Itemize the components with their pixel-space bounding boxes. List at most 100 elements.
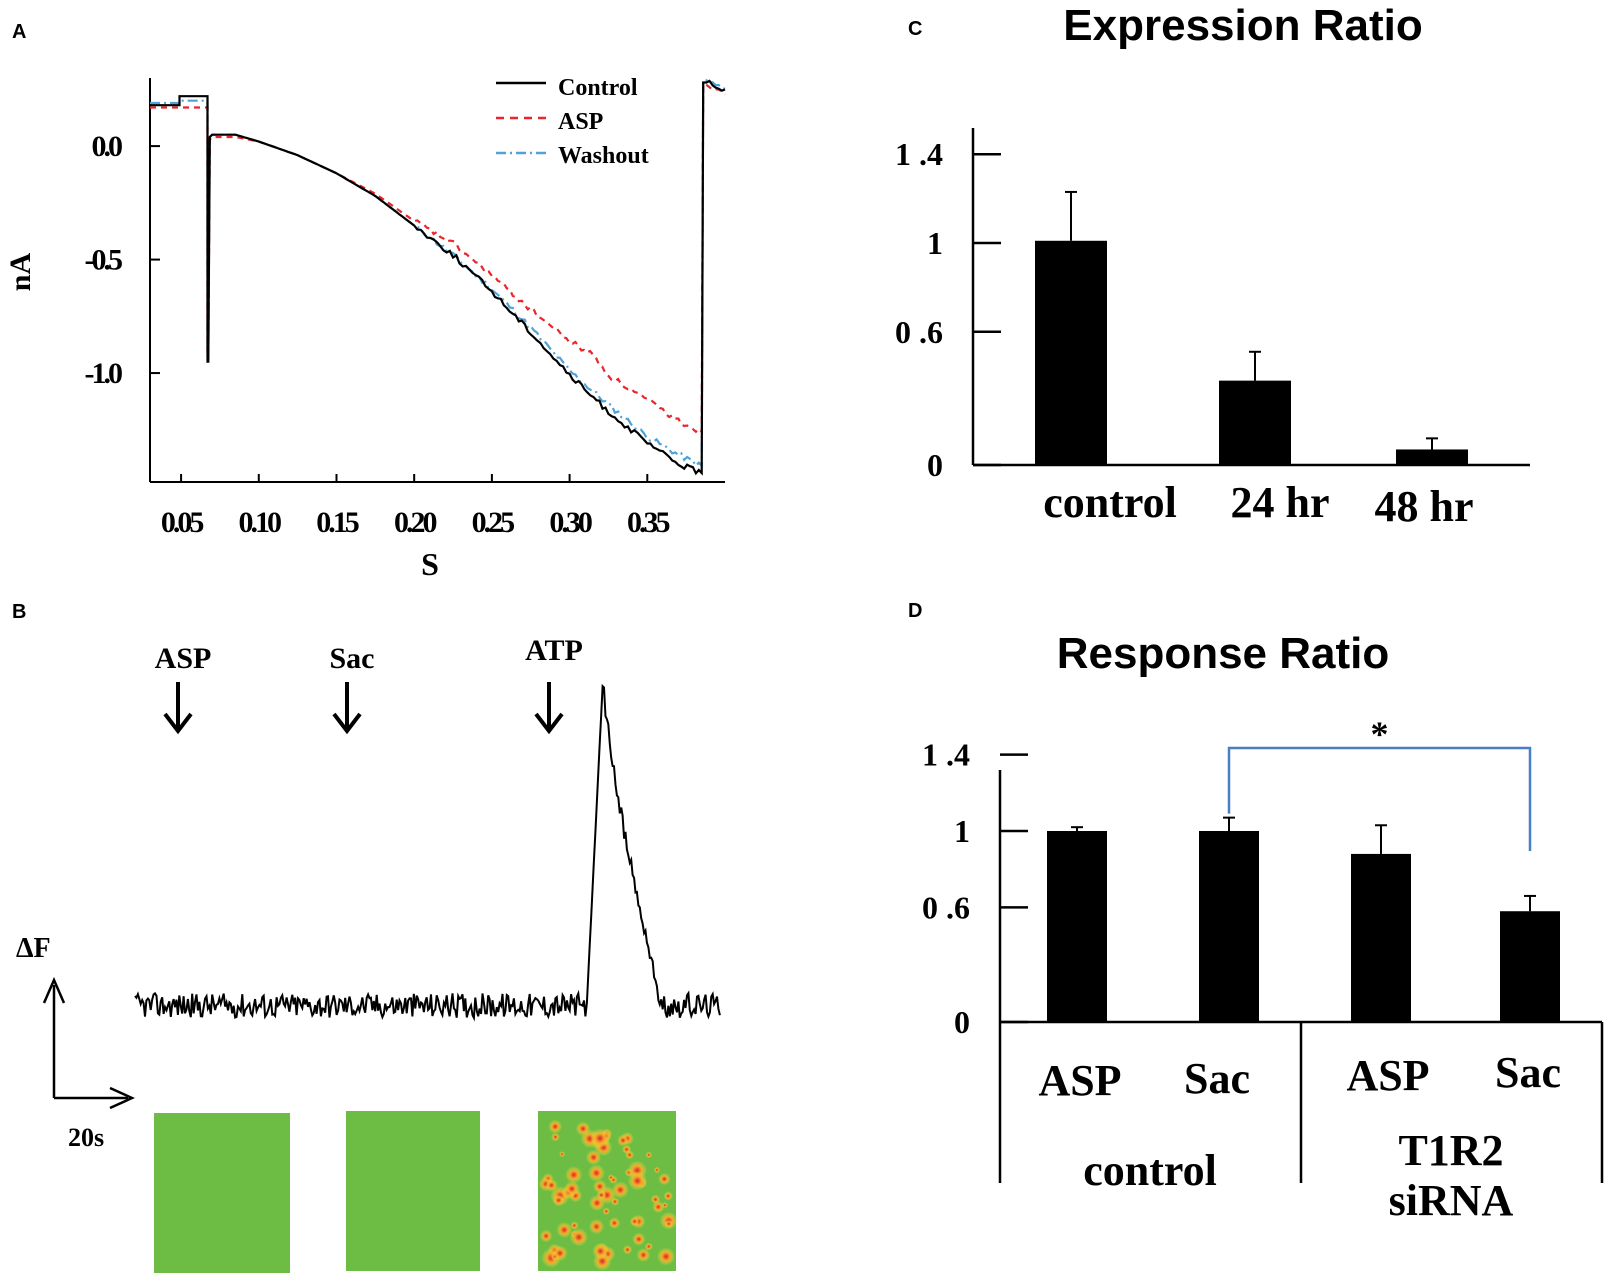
panel-d-response-ratio-chart: Response Ratio 0 0 .6 1 1 .4 ASP Sac ASP Sac c… [922, 629, 1604, 1225]
panel-c-ytick-label: 1 [927, 225, 943, 261]
panel-a-current-trace-chart: 0.0 -0.5 -1.0 0.05 0.10 0.15 0.20 0.25 0.30 0.35… [4, 75, 726, 582]
panel-d-ytick-label: 1 .4 [922, 737, 970, 773]
imaging-hotspot [622, 1245, 633, 1255]
panel-a-xtick-label: 0.30 [549, 506, 592, 539]
panel-b-calcium-trace: ASP Sac ATP ΔF 20s [16, 634, 721, 1273]
imaging-hotspot [617, 1134, 629, 1147]
imaging-hotspot [645, 1151, 653, 1159]
panel-d-group-control-label: control [1083, 1146, 1217, 1195]
panel-b-fluorescence-trace [134, 683, 721, 1022]
imaging-hotspot [564, 1181, 580, 1197]
imaging-frame-asp [154, 1113, 290, 1273]
panel-d-bar [1199, 831, 1259, 1022]
panel-c-category-label: 24 hr [1231, 478, 1330, 527]
imaging-hotspot [663, 1191, 673, 1201]
panel-d-title: Response Ratio [1057, 629, 1390, 678]
panel-b-scale-bar: ΔF 20s [16, 933, 136, 1152]
imaging-hotspot [587, 1164, 605, 1182]
panel-a-ylabel: nA [4, 252, 37, 291]
panel-a-xtick-label: 0.10 [239, 506, 282, 539]
imaging-hotspot [625, 1150, 634, 1160]
panel-label-a: A [12, 21, 26, 43]
legend-control-label: Control [558, 75, 638, 101]
panel-a-xtick-label: 0.35 [627, 506, 670, 539]
panel-c-ytick-label: 0 .6 [895, 314, 943, 350]
imaging-hotspot [545, 1179, 558, 1192]
panel-a-xtick-label: 0.25 [472, 506, 515, 539]
imaging-hotspot [556, 1222, 573, 1238]
panel-c-ytick-label: 1 .4 [895, 136, 943, 172]
panel-a-xtick-label: 0.15 [316, 506, 359, 539]
panel-c-category-label: control [1043, 478, 1177, 527]
imaging-hotspot [565, 1166, 583, 1184]
scale-arrow-right-icon [109, 1086, 136, 1110]
panel-label-c: C [908, 18, 922, 40]
imaging-hotspot [552, 1194, 565, 1207]
imaging-hotspot [608, 1217, 621, 1229]
panel-d-category-label: ASP [1038, 1056, 1121, 1105]
imaging-hotspot [632, 1232, 646, 1246]
imaging-hotspot [652, 1201, 665, 1213]
panel-a-ytick-label: -1.0 [85, 357, 122, 390]
panel-c-title: Expression Ratio [1063, 1, 1422, 50]
panel-a-series-washout [150, 79, 726, 469]
imaging-hotspot [657, 1247, 675, 1266]
imaging-hotspot [552, 1245, 568, 1261]
panel-a-ytick-label: -0.5 [85, 244, 122, 277]
imaging-hotspot [658, 1172, 671, 1186]
imaging-hotspot [539, 1229, 553, 1243]
imaging-hotspot [592, 1243, 609, 1260]
imaging-hotspot [602, 1207, 611, 1216]
panel-a-xtick-label: 0.20 [394, 506, 437, 539]
panel-c-bar [1219, 380, 1291, 465]
panel-d-category-label: ASP [1346, 1051, 1429, 1100]
imaging-hotspot [593, 1179, 607, 1194]
significance-marker: * [1371, 714, 1389, 754]
significance-bracket [1227, 746, 1532, 851]
panel-a-xtick-label: 0.05 [161, 506, 204, 539]
stimulus-arrow-down-icon [332, 712, 362, 735]
imaging-hotspot [590, 1128, 610, 1149]
imaging-hotspot [570, 1221, 579, 1230]
panel-d-bar [1047, 831, 1107, 1022]
imaging-hotspot [589, 1195, 605, 1211]
imaging-hotspot [607, 1174, 615, 1181]
panel-b-time-scale-label: 20s [68, 1123, 104, 1152]
stimulus-label-atp: ATP [525, 634, 583, 667]
panel-d-group-sirna-label: siRNA [1389, 1176, 1514, 1225]
stimulus-arrow-down-icon [163, 712, 193, 735]
imaging-hotspot [661, 1202, 669, 1209]
imaging-hotspot [575, 1121, 591, 1136]
imaging-hotspot [627, 1171, 647, 1191]
panel-d-ytick-label: 1 [954, 813, 970, 849]
panel-a-ytick-label: 0.0 [92, 130, 123, 163]
legend-washout-label: Washout [558, 143, 649, 169]
imaging-hotspot [589, 1219, 604, 1235]
imaging-frame-sac [346, 1111, 480, 1271]
stimulus-arrow-down-icon [534, 712, 564, 735]
panel-a-xlabel: S [421, 546, 439, 582]
panel-a-series-asp [150, 83, 726, 435]
panel-label-d: D [908, 600, 922, 622]
panel-c-expression-ratio-chart: Expression Ratio 0 0 .6 1 1 .4 control 24 hr… [895, 1, 1530, 531]
scale-arrow-up-icon [42, 976, 66, 1004]
imaging-hotspot [569, 1228, 588, 1247]
imaging-hotspot [559, 1151, 566, 1158]
panel-d-group-t1r2-label: T1R2 [1398, 1126, 1503, 1175]
imaging-hotspot [644, 1242, 653, 1251]
imaging-hotspot [629, 1216, 640, 1227]
panel-d-category-label: Sac [1184, 1054, 1250, 1103]
panel-c-bar [1396, 449, 1468, 465]
panel-b-ylabel: ΔF [16, 933, 51, 964]
panel-label-b: B [12, 601, 26, 623]
imaging-hotspot [548, 1119, 562, 1134]
imaging-hotspot [636, 1248, 651, 1262]
stimulus-label-sac: Sac [330, 642, 375, 675]
imaging-hotspot [653, 1166, 661, 1174]
legend-asp-label: ASP [558, 109, 603, 135]
stimulus-label-asp: ASP [155, 642, 212, 675]
panel-d-bar [1351, 853, 1411, 1022]
panel-c-ytick-label: 0 [927, 447, 943, 483]
panel-d-ytick-label: 0 [954, 1004, 970, 1040]
